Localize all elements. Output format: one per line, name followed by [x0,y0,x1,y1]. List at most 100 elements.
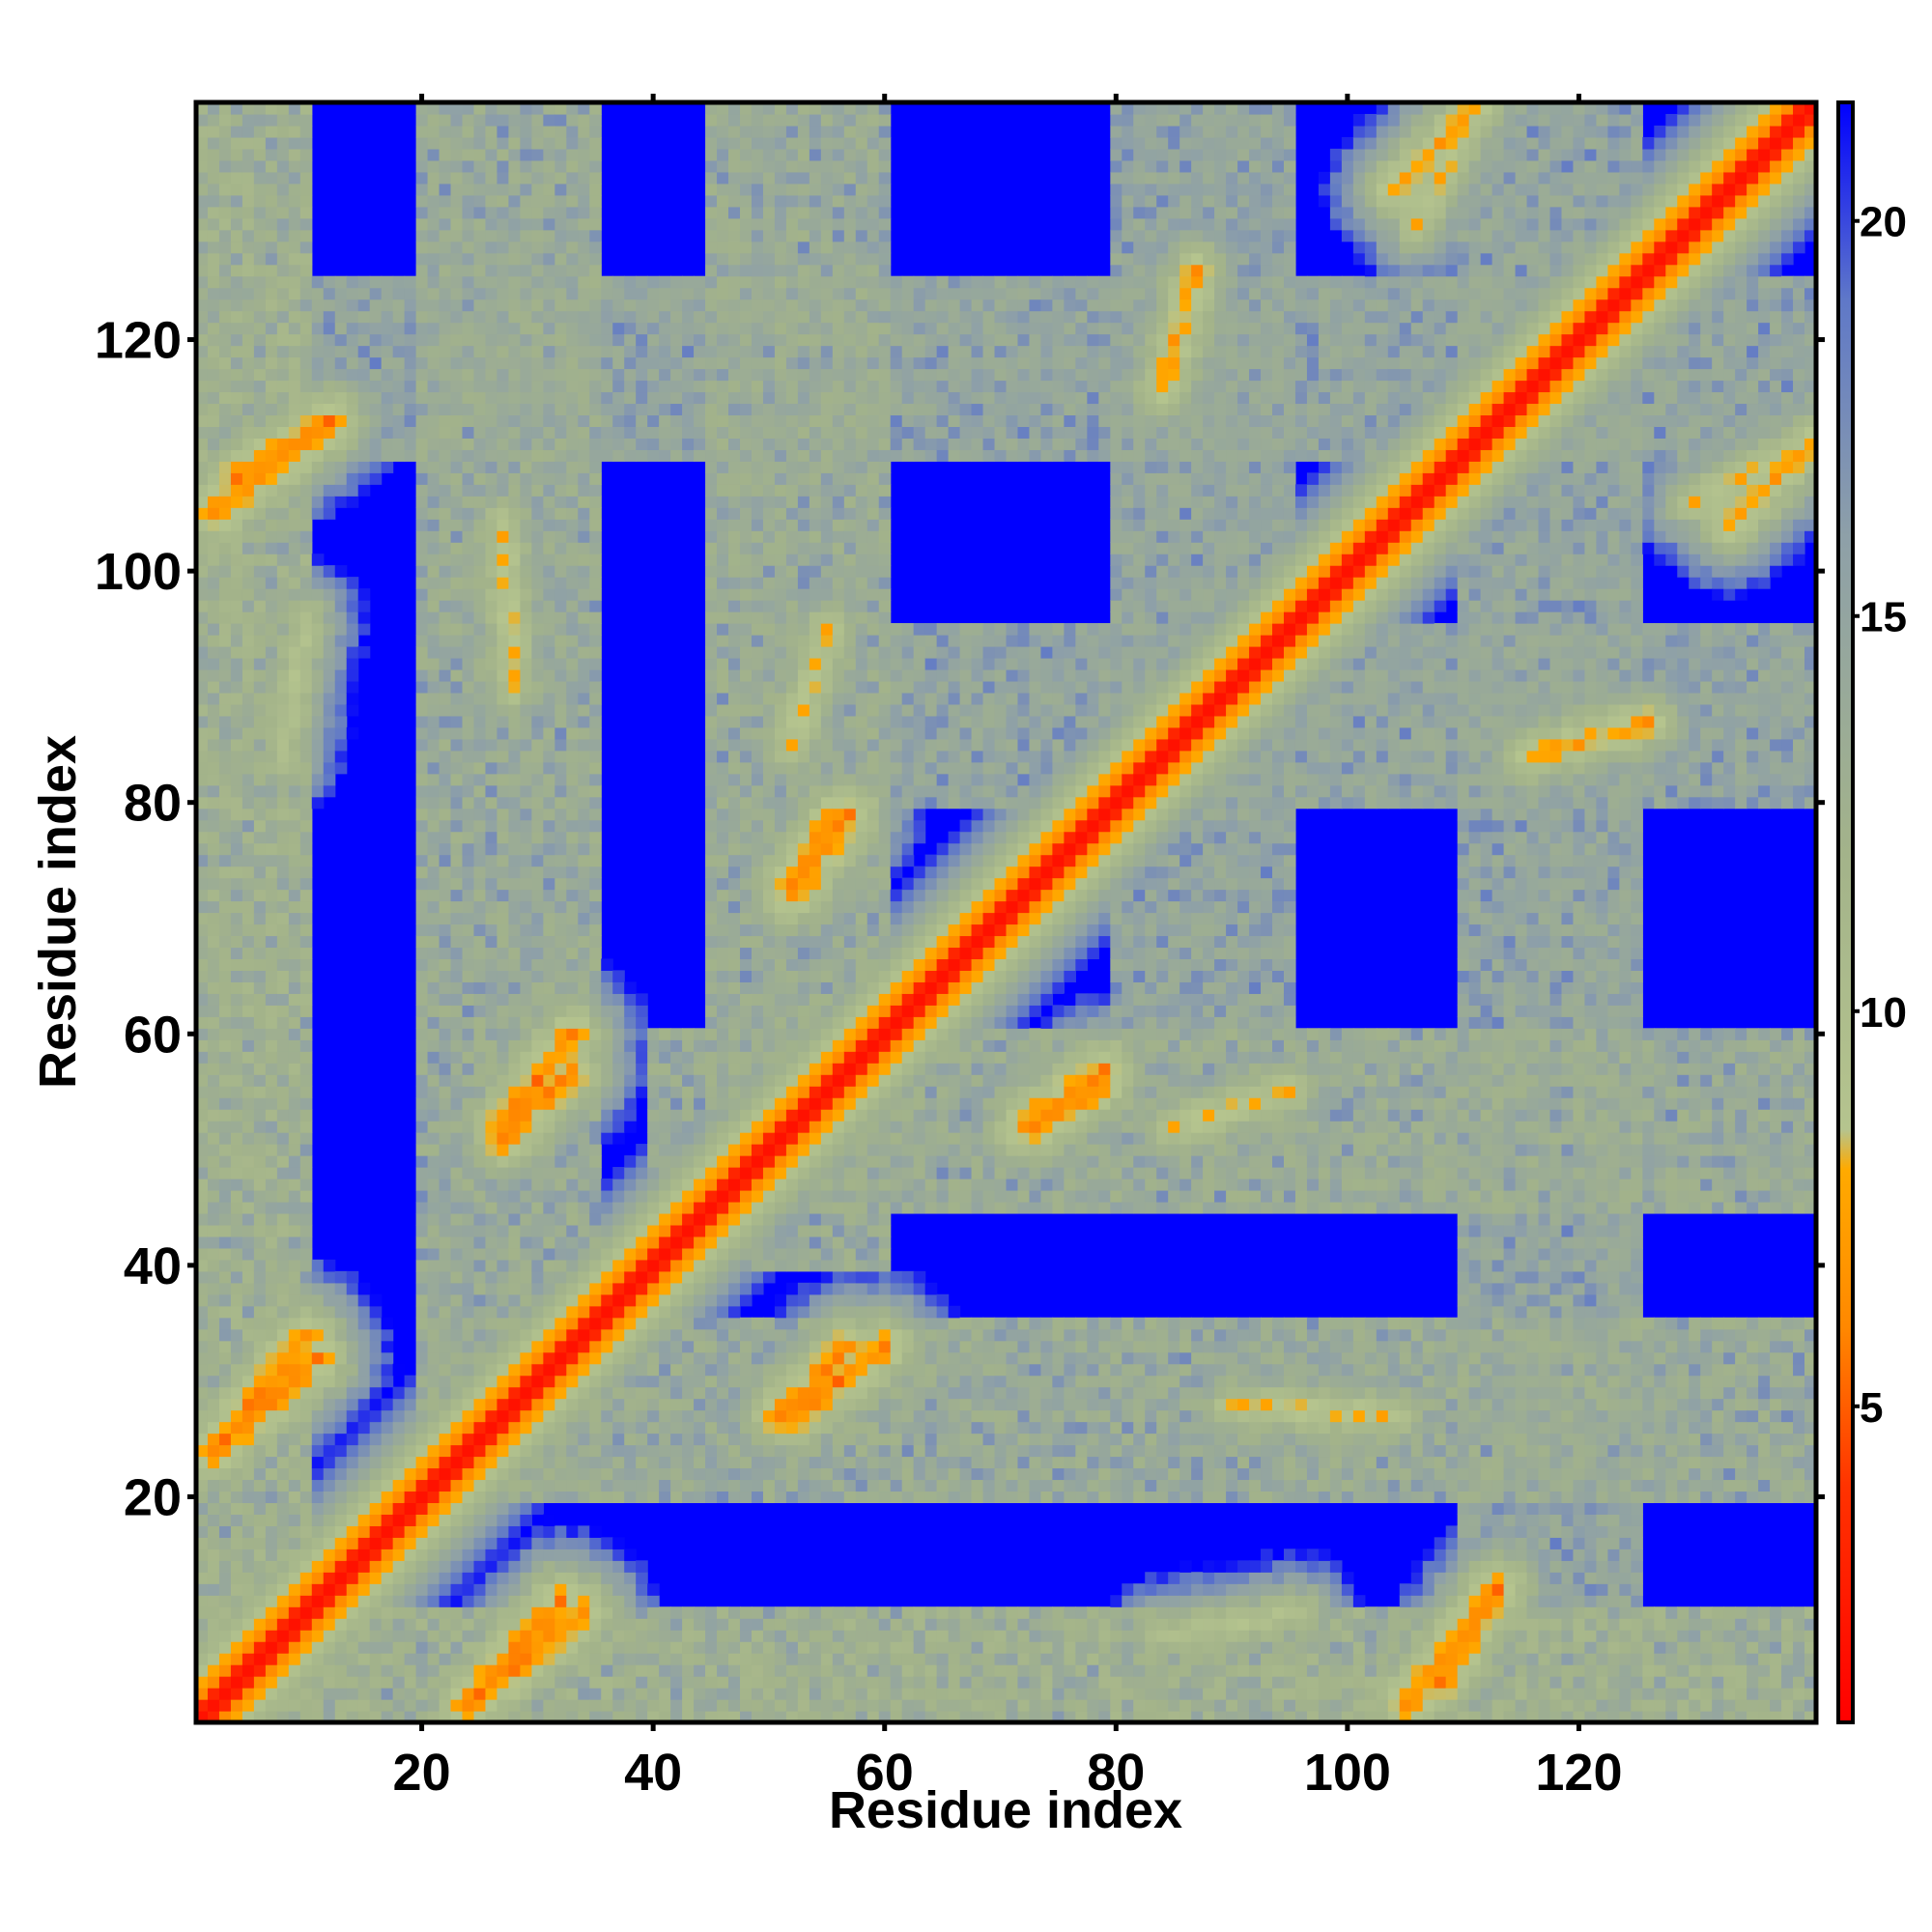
heatmap-cell [543,1039,555,1052]
heatmap-cell [543,1467,555,1481]
heatmap-cell [299,1386,313,1400]
heatmap-cell [369,1525,383,1538]
heatmap-cell [717,1699,729,1712]
heatmap-cell [346,1398,359,1411]
heatmap-cell [520,1179,532,1191]
heatmap-cell [299,680,313,694]
heatmap-cell [196,1270,209,1284]
heatmap-cell [207,692,220,705]
heatmap-cell [473,668,487,682]
heatmap-cell [543,668,555,682]
heatmap-cell [369,1653,383,1665]
heatmap-cell [566,1548,579,1561]
heatmap-cell [392,438,406,450]
heatmap-cell [288,715,301,728]
heatmap-cell [265,1144,278,1156]
heatmap-cell [578,657,590,670]
heatmap-cell [508,808,521,821]
heatmap-cell [288,1270,301,1284]
heatmap-cell [357,1282,371,1295]
heatmap-cell [265,298,278,312]
heatmap-cell [659,287,671,300]
heatmap-cell [520,1595,532,1607]
heatmap-cell [589,113,602,127]
heatmap-cell [601,1456,613,1469]
heatmap-cell [288,1537,301,1549]
heatmap-cell [497,715,510,728]
heatmap-cell [554,229,567,242]
heatmap-cell [705,889,718,902]
heatmap-cell [508,310,521,324]
heatmap-cell [196,750,209,763]
heatmap-cell [520,159,532,173]
heatmap-cell [207,1363,220,1377]
heatmap-cell [299,1074,313,1087]
heatmap-cell [543,356,555,370]
heatmap-cell [543,1572,555,1584]
heatmap-cell [196,819,209,833]
heatmap-cell [415,310,429,324]
heatmap-cell [682,1063,695,1075]
heatmap-cell [346,645,359,659]
heatmap-cell [647,1409,660,1423]
heatmap-cell [288,542,301,554]
heatmap-cell [415,554,429,566]
heatmap-cell [647,426,660,439]
heatmap-cell [334,1398,348,1411]
heatmap-cell [369,1572,383,1584]
heatmap-cell [415,889,429,902]
heatmap-cell [508,842,521,856]
heatmap-cell [276,935,290,949]
heatmap-cell [265,403,278,416]
heatmap-cell [439,136,452,150]
heatmap-cell [670,1224,683,1237]
heatmap-cell [705,877,718,891]
heatmap-cell [207,773,220,786]
heatmap-cell [612,298,625,312]
heatmap-cell [554,1212,567,1226]
heatmap-cell [694,1074,706,1087]
heatmap-cell [543,1097,555,1110]
heatmap-cell [554,356,567,370]
heatmap-cell [299,449,313,462]
heatmap-cell [299,912,313,925]
heatmap-cell [439,623,452,636]
heatmap-cell [624,368,637,382]
heatmap-cell [218,588,232,601]
heatmap-cell [265,1641,278,1654]
heatmap-cell [566,1386,579,1400]
heatmap-cell [450,496,464,508]
heatmap-cell [427,668,440,682]
heatmap-cell [334,1548,348,1561]
heatmap-cell [462,113,475,127]
heatmap-cell [299,1595,313,1607]
heatmap-cell [636,426,648,439]
heatmap-cell [299,391,313,405]
heatmap-cell [508,738,521,752]
heatmap-cell [311,1537,325,1549]
heatmap-cell [508,1560,521,1573]
heatmap-cell [253,542,267,554]
heatmap-cell [404,1444,417,1458]
heatmap-cell [439,947,452,960]
heatmap-cell [578,565,590,578]
heatmap-cell [485,414,498,427]
heatmap-cell [589,668,602,682]
heatmap-cell [554,217,567,231]
heatmap-cell [276,542,290,554]
heatmap-cell [508,715,521,728]
heatmap-cell [415,356,429,370]
heatmap-cell [636,1270,648,1284]
heatmap-cell [207,252,220,266]
heatmap-cell [473,1016,487,1029]
heatmap-cell [230,1259,243,1272]
heatmap-cell [554,1074,567,1087]
heatmap-cell [299,1606,313,1619]
heatmap-cell [566,692,579,705]
heatmap-cell [485,1363,498,1377]
heatmap-cell [218,1421,232,1435]
heatmap-cell [647,1212,660,1226]
heatmap-cell [694,1270,706,1284]
heatmap-cell [624,426,637,439]
heatmap-cell [381,380,394,393]
